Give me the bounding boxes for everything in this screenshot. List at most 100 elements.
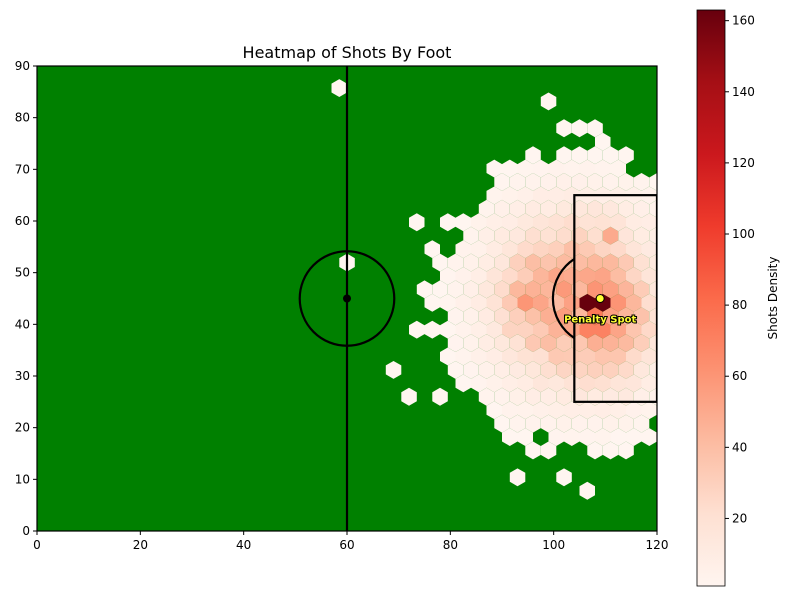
hexbin-cell: [595, 320, 611, 339]
hexbin-cell: [447, 307, 464, 326]
hexbin-cell: [509, 334, 526, 352]
hexbin-cell: [587, 334, 603, 352]
hexbin-cell: [509, 414, 526, 433]
hexbin-cell: [540, 253, 557, 272]
hexbin-cell: [587, 253, 603, 272]
hexbin-cell: [494, 387, 510, 406]
hexbin-cell: [587, 199, 603, 218]
hexbin-cell: [618, 146, 634, 165]
hexbin-cell: [502, 159, 518, 178]
hexbin-cell: [502, 186, 518, 205]
hexbin-cell: [502, 213, 518, 232]
hexbin-cell: [564, 428, 580, 446]
hexbin-cell: [401, 387, 417, 406]
hexbin-cell: [471, 347, 487, 366]
hexbin-cell: [486, 293, 502, 312]
hexbin-cell: [626, 347, 642, 366]
hexbin-cell: [471, 374, 487, 393]
y-axis: 0 10 20 30 40 50 60 70 80 90: [15, 59, 37, 538]
hexbin-cell: [494, 414, 510, 433]
hexbin-cell: [626, 320, 642, 339]
hexbin-cell: [579, 374, 595, 393]
hexbin-cell: [633, 199, 650, 218]
hexbin-cell: [533, 240, 549, 259]
x-tick-label: 20: [133, 538, 148, 552]
x-tick-label: 0: [33, 538, 41, 552]
hexbin-cell: [525, 146, 541, 165]
hexbin-cell: [633, 253, 650, 272]
hexbin-cell: [556, 468, 572, 487]
hexbin-cell: [455, 347, 471, 366]
hexbin-cell: [385, 361, 402, 379]
hexbin-cell: [463, 334, 479, 352]
hexbin-cell: [571, 334, 588, 352]
hexbin-cell: [602, 146, 619, 165]
hexbin-cell: [533, 267, 549, 285]
hexbin-cell: [455, 267, 471, 285]
hexbin-cell: [533, 213, 549, 232]
y-tick-label: 50: [15, 266, 30, 280]
hexbin-cell: [494, 334, 510, 352]
hexbin-cell: [517, 267, 533, 285]
y-tick-label: 20: [15, 421, 30, 435]
colorbar: [696, 9, 726, 587]
hexbin-cell: [424, 320, 440, 339]
hexbin-cell: [649, 226, 657, 245]
hexbin-cell: [455, 213, 471, 232]
hexbin-cell: [641, 293, 657, 312]
hexbin-cell: [331, 79, 347, 97]
hexbin-cell: [595, 428, 611, 446]
hexbin-cell: [571, 173, 588, 191]
hexbin-cell: [657, 374, 673, 392]
hexbin-cell: [525, 199, 541, 218]
hexbin-cell: [626, 374, 642, 393]
hexbin-cell: [540, 414, 557, 433]
chart-title: Heatmap of Shots By Foot: [243, 43, 452, 62]
hexbin-cell: [486, 213, 502, 232]
hexbin-cell: [641, 347, 657, 366]
colorbar-tick-label: 140: [732, 85, 755, 99]
hexbin-cell: [447, 280, 464, 299]
hexbin-cell: [595, 374, 611, 393]
hexbin-cell: [478, 334, 495, 352]
hexbin-cell: [602, 361, 619, 379]
hexbin-cell: [463, 361, 479, 379]
hexbin-cell: [463, 253, 479, 272]
hexbin-cell: [626, 428, 642, 446]
hexbin-cell: [610, 374, 626, 393]
hexbin-cell: [509, 199, 526, 218]
hexbin-cell: [486, 401, 502, 420]
hexbin-cell: [579, 481, 595, 500]
hexbin-cell: [347, 0, 363, 16]
penalty-arc: [551, 257, 575, 340]
hexbin-cell: [494, 173, 510, 191]
hexbin-cell: [556, 199, 572, 218]
hexbin-cell: [564, 267, 580, 285]
hexbin-cell: [533, 320, 549, 339]
x-tick-label: 120: [646, 538, 669, 552]
hexbin-layer: [331, 0, 673, 500]
hexbin-cell: [618, 199, 634, 218]
hexbin-cell: [502, 401, 518, 420]
hexbin-cell: [548, 347, 564, 366]
hexbin-cell: [533, 186, 549, 205]
hexbin-cell: [486, 347, 502, 366]
hexbin-cell: [595, 213, 611, 232]
hexbin-cell: [548, 240, 564, 259]
hexbin-cell: [478, 361, 495, 379]
hexbin-cell: [564, 159, 580, 178]
hexbin-cell: [556, 173, 572, 191]
hexbin-cell: [517, 374, 533, 393]
hexbin-cell: [579, 213, 595, 232]
hexbin-cell: [540, 307, 557, 326]
hexbin-cell: [595, 267, 611, 285]
hexbin-cell: [618, 361, 634, 379]
hexbin-cell: [649, 253, 657, 272]
hexbin-cell: [486, 267, 502, 285]
hexbin-cell: [564, 186, 580, 205]
penalty-spot-label: Penalty Spot: [564, 315, 636, 326]
penalty-spot-marker: [595, 294, 605, 303]
y-tick-label: 80: [15, 111, 30, 125]
hexbin-cell: [517, 240, 533, 259]
